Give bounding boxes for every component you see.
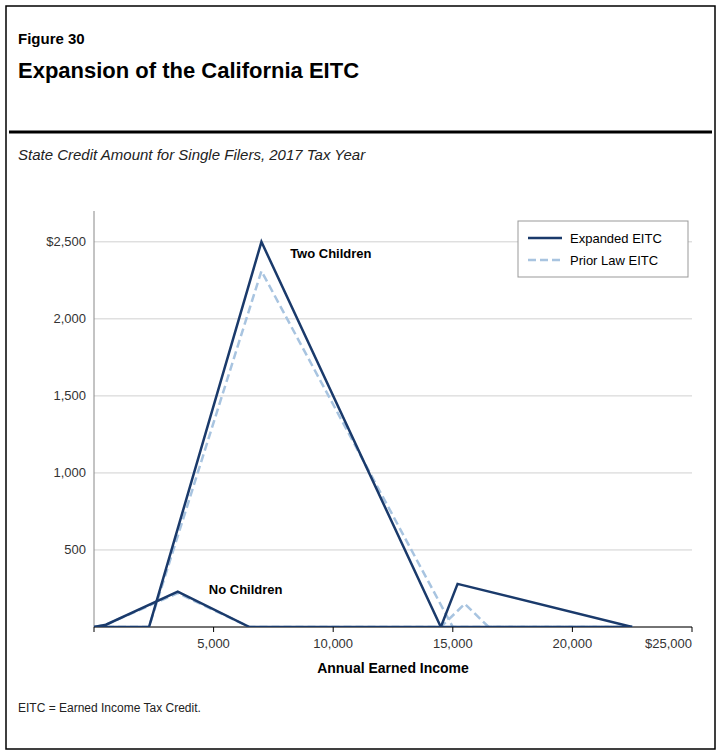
- x-tick: [572, 627, 573, 632]
- y-tick-label: 1,500: [53, 388, 86, 403]
- subtitle: State Credit Amount for Single Filers, 2…: [18, 146, 366, 163]
- x-tick: [452, 627, 453, 632]
- x-tick-label: $25,000: [645, 636, 692, 651]
- series-line: [94, 242, 632, 627]
- annotation: No Children: [209, 582, 283, 597]
- series-line: [94, 271, 632, 627]
- y-tick-label: 1,000: [53, 465, 86, 480]
- legend: Expanded EITC Prior Law EITC: [518, 221, 688, 277]
- footnote: EITC = Earned Income Tax Credit.: [18, 701, 201, 715]
- grid-line: [94, 395, 692, 396]
- legend-box: [518, 221, 688, 277]
- figure-label: Figure 30: [18, 30, 85, 47]
- grid: [94, 242, 692, 627]
- legend-label: Prior Law EITC: [570, 253, 658, 268]
- series-line: [94, 584, 632, 627]
- x-tick: [213, 627, 214, 632]
- legend-swatch: [528, 259, 562, 262]
- x-tick-label: 5,000: [197, 636, 230, 651]
- annotation: Two Children: [290, 246, 371, 261]
- outer-border: [6, 6, 715, 749]
- x-tick-label: 10,000: [313, 636, 353, 651]
- y-tick-label: 500: [64, 542, 86, 557]
- series-line: [94, 593, 632, 627]
- legend-label: Expanded EITC: [570, 231, 662, 246]
- y-axis-line: [94, 211, 95, 627]
- divider: [9, 131, 712, 134]
- title: Expansion of the California EITC: [18, 58, 359, 83]
- grid-line: [94, 549, 692, 550]
- y-tick-label: $2,500: [46, 234, 86, 249]
- x-axis-label: Annual Earned Income: [317, 660, 469, 676]
- legend-swatch: [528, 237, 562, 240]
- chart: Figure 30 Expansion of the California EIT…: [0, 0, 721, 755]
- grid-line: [94, 318, 692, 319]
- x-tick-label: 20,000: [553, 636, 593, 651]
- x-tick: [94, 627, 95, 632]
- y-tick-label: 2,000: [53, 311, 86, 326]
- x-tick: [333, 627, 334, 632]
- x-tick-label: 15,000: [433, 636, 473, 651]
- series-group: [94, 242, 632, 627]
- x-tick: [692, 627, 693, 632]
- grid-line: [94, 472, 692, 473]
